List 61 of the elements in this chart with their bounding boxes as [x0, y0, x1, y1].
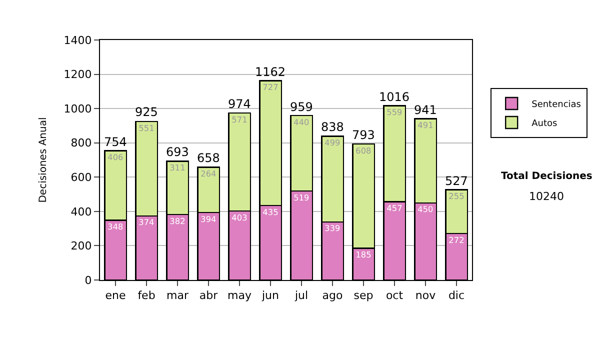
data-label: 457 [386, 203, 402, 214]
legend-label: Autos [532, 119, 558, 130]
y-tick-label: 0 [84, 274, 92, 287]
total-label: 974 [228, 97, 251, 111]
data-label: 450 [418, 204, 434, 214]
x-tick-label: abr [199, 289, 218, 302]
data-label: 382 [170, 216, 186, 226]
data-label: 440 [294, 116, 310, 127]
data-label: 348 [108, 222, 124, 232]
x-tick-label: feb [138, 289, 156, 302]
total-label: 959 [290, 100, 313, 114]
y-tick-label: 800 [70, 136, 92, 150]
text: Total Decisiones [501, 171, 592, 182]
data-label: 394 [200, 214, 216, 224]
data-label: 272 [448, 234, 464, 245]
total-label: 1016 [379, 90, 410, 104]
total-label: 658 [197, 151, 220, 165]
total-label: 754 [104, 135, 127, 149]
total-label: 793 [352, 128, 375, 142]
y-tick-label: 1200 [64, 68, 92, 82]
x-tick-label: dic [448, 289, 465, 302]
total-label: 527 [445, 174, 468, 188]
text: 10240 [529, 190, 564, 203]
x-tick-label: ago [322, 289, 343, 302]
y-axis-title: Decisiones Anual [38, 117, 49, 203]
total-label: 941 [414, 103, 437, 117]
x-tick-label: mar [166, 289, 189, 302]
x-tick-label: may [228, 289, 252, 302]
y-tick-label: 1400 [64, 34, 92, 47]
data-label: 519 [294, 192, 310, 202]
data-label: 435 [262, 206, 278, 217]
data-label: 491 [418, 120, 434, 130]
data-label: 608 [356, 145, 372, 156]
data-label: 264 [200, 168, 216, 178]
data-label: 311 [170, 162, 186, 173]
x-tick-label: oct [386, 289, 404, 302]
x-tick-label: nov [415, 289, 436, 302]
data-label: 571 [232, 114, 248, 124]
y-tick-label: 400 [70, 205, 92, 218]
x-tick-label: ene [105, 289, 126, 302]
y-tick-label: 600 [70, 170, 92, 184]
data-label: 406 [108, 152, 124, 162]
y-tick-label: 200 [70, 240, 92, 253]
data-label: 185 [356, 250, 372, 260]
x-tick-label: sep [354, 289, 374, 302]
legend-label: Sentencias [532, 100, 582, 110]
data-label: 727 [262, 82, 278, 92]
total-label: 1162 [255, 65, 286, 79]
data-label: 551 [138, 122, 154, 133]
data-label: 559 [386, 107, 402, 118]
total-label: 838 [321, 120, 344, 134]
y-tick-label: 1000 [64, 102, 92, 116]
data-label: 255 [448, 191, 464, 202]
data-label: 374 [138, 217, 154, 228]
x-tick-label: jun [261, 289, 280, 302]
data-label: 339 [324, 223, 340, 234]
x-tick-label: jul [294, 289, 308, 302]
total-label: 925 [135, 105, 158, 119]
data-label: 499 [324, 138, 340, 148]
data-label: 403 [232, 212, 248, 222]
total-label: 693 [166, 145, 189, 159]
